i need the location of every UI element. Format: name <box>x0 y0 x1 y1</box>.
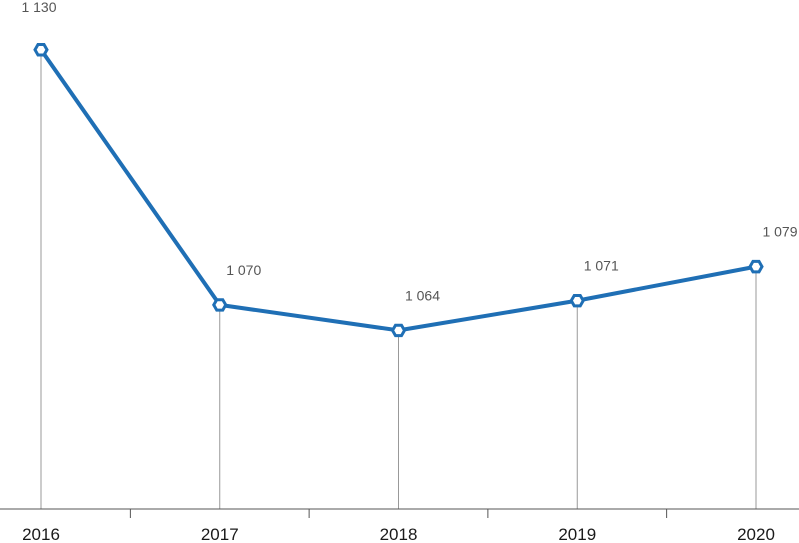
data-point-2016 <box>33 43 49 57</box>
x-tick-label-2018: 2018 <box>380 525 418 543</box>
drop-lines <box>40 49 757 509</box>
x-tick-label-2016: 2016 <box>22 525 60 543</box>
data-point-2020 <box>748 259 764 274</box>
x-tick-label-2019: 2019 <box>558 525 596 543</box>
x-tick-labels: 2016 2017 2018 2019 2020 <box>22 525 775 543</box>
data-labels: 1 130 1 070 1 064 1 071 1 079 <box>21 0 797 303</box>
data-label-2018: 1 064 <box>405 287 440 303</box>
data-label-2016: 1 130 <box>21 0 56 15</box>
series-line <box>39 48 757 333</box>
data-label-2019: 1 071 <box>584 258 619 274</box>
data-point-2018 <box>390 323 407 338</box>
x-tick-label-2020: 2020 <box>737 525 775 543</box>
data-point-2019 <box>569 293 585 308</box>
x-tick-label-2017: 2017 <box>201 525 239 543</box>
data-point-2017 <box>212 298 228 312</box>
data-label-2017: 1 070 <box>226 262 261 278</box>
data-markers <box>33 43 764 338</box>
x-axis-ticks <box>129 509 668 518</box>
data-label-2020: 1 079 <box>762 224 797 240</box>
